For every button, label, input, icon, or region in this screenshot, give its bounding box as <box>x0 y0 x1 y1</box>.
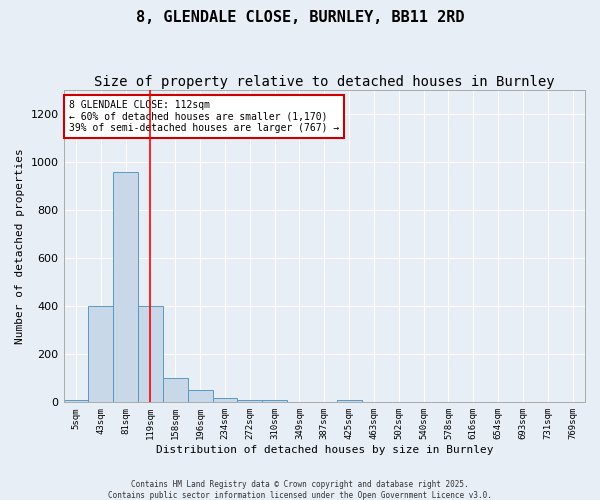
Text: Contains HM Land Registry data © Crown copyright and database right 2025.
Contai: Contains HM Land Registry data © Crown c… <box>108 480 492 500</box>
Bar <box>88 306 113 402</box>
Bar <box>262 400 287 402</box>
Title: Size of property relative to detached houses in Burnley: Size of property relative to detached ho… <box>94 75 554 89</box>
Bar <box>113 172 138 402</box>
Bar <box>212 398 238 402</box>
Bar <box>188 390 212 402</box>
Text: 8 GLENDALE CLOSE: 112sqm
← 60% of detached houses are smaller (1,170)
39% of sem: 8 GLENDALE CLOSE: 112sqm ← 60% of detach… <box>69 100 339 132</box>
Y-axis label: Number of detached properties: Number of detached properties <box>15 148 25 344</box>
Bar <box>64 400 88 402</box>
Text: 8, GLENDALE CLOSE, BURNLEY, BB11 2RD: 8, GLENDALE CLOSE, BURNLEY, BB11 2RD <box>136 10 464 25</box>
Bar <box>138 306 163 402</box>
Bar <box>238 400 262 402</box>
Bar <box>337 400 362 402</box>
X-axis label: Distribution of detached houses by size in Burnley: Distribution of detached houses by size … <box>155 445 493 455</box>
Bar <box>163 378 188 402</box>
